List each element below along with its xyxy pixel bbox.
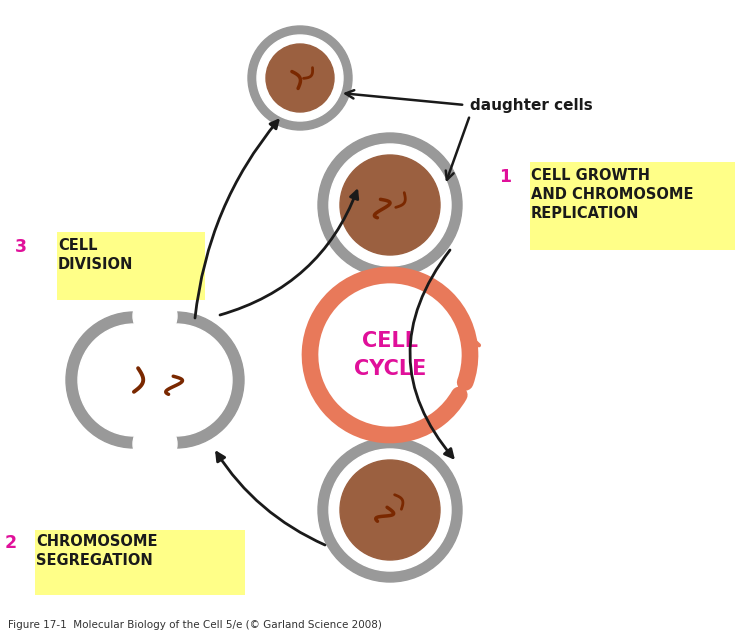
FancyBboxPatch shape bbox=[35, 530, 245, 595]
Text: CELL
CYCLE: CELL CYCLE bbox=[354, 331, 426, 379]
Circle shape bbox=[318, 438, 462, 582]
Circle shape bbox=[108, 312, 244, 448]
Text: Figure 17-1  Molecular Biology of the Cell 5/e (© Garland Science 2008): Figure 17-1 Molecular Biology of the Cel… bbox=[8, 620, 382, 630]
Circle shape bbox=[318, 133, 462, 277]
FancyBboxPatch shape bbox=[134, 332, 176, 428]
Text: 3: 3 bbox=[15, 238, 27, 256]
Circle shape bbox=[133, 294, 177, 338]
Circle shape bbox=[340, 460, 440, 560]
FancyArrowPatch shape bbox=[217, 452, 325, 545]
Circle shape bbox=[66, 312, 202, 448]
Circle shape bbox=[248, 26, 352, 130]
FancyArrowPatch shape bbox=[220, 191, 358, 315]
Text: 1: 1 bbox=[499, 168, 511, 186]
FancyBboxPatch shape bbox=[57, 232, 205, 300]
Circle shape bbox=[266, 44, 334, 112]
Text: CELL GROWTH
AND CHROMOSOME
REPLICATION: CELL GROWTH AND CHROMOSOME REPLICATION bbox=[531, 168, 693, 221]
Circle shape bbox=[78, 324, 190, 436]
Text: CHROMOSOME
SEGREGATION: CHROMOSOME SEGREGATION bbox=[36, 534, 158, 568]
Circle shape bbox=[340, 155, 440, 255]
FancyArrowPatch shape bbox=[195, 120, 278, 318]
Circle shape bbox=[257, 35, 343, 121]
Circle shape bbox=[120, 324, 232, 436]
Circle shape bbox=[329, 449, 451, 571]
FancyBboxPatch shape bbox=[530, 162, 735, 250]
Text: daughter cells: daughter cells bbox=[470, 98, 593, 112]
Text: CELL
DIVISION: CELL DIVISION bbox=[58, 238, 134, 272]
Circle shape bbox=[329, 144, 451, 266]
Circle shape bbox=[133, 422, 177, 466]
FancyBboxPatch shape bbox=[134, 317, 176, 443]
FancyArrowPatch shape bbox=[410, 250, 453, 458]
Text: 2: 2 bbox=[5, 534, 17, 552]
